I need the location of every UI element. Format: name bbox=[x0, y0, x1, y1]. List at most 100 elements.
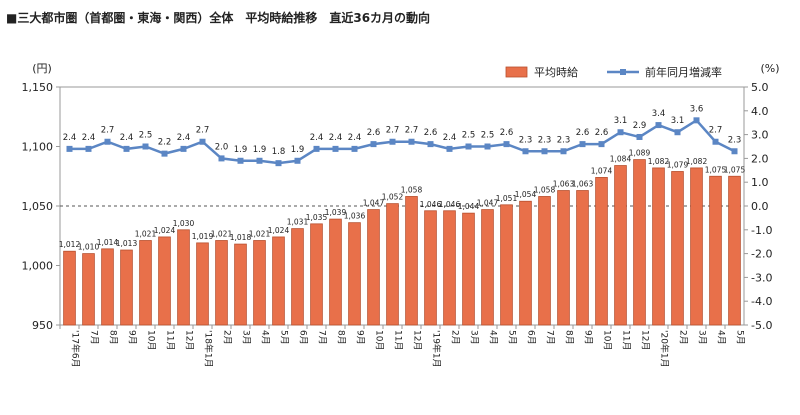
bar-value-label: 1,079 bbox=[667, 160, 689, 169]
bar-value-label: 1,051 bbox=[496, 194, 518, 203]
x-tick-label: 9月 bbox=[583, 330, 594, 345]
rate-point bbox=[408, 138, 415, 145]
x-tick-label: 5月 bbox=[279, 330, 290, 345]
bar-value-label: 1,075 bbox=[705, 165, 727, 174]
bar-value-label: 1,035 bbox=[306, 213, 328, 222]
y-left-tick-label: 1,000 bbox=[22, 260, 54, 273]
legend-bar-swatch bbox=[505, 66, 528, 78]
rate-value-label: 2.4 bbox=[310, 133, 324, 143]
x-tick-label: 3月 bbox=[469, 330, 480, 345]
rate-point bbox=[617, 129, 624, 136]
rate-point bbox=[674, 129, 681, 136]
y-right-tick-label: 5.0 bbox=[751, 81, 769, 94]
rate-point bbox=[104, 138, 111, 145]
rate-point bbox=[180, 145, 187, 152]
bar bbox=[728, 175, 741, 326]
bar-value-label: 1,047 bbox=[363, 199, 385, 208]
rate-value-label: 2.3 bbox=[728, 135, 742, 145]
rate-point bbox=[560, 148, 567, 155]
bar bbox=[386, 203, 399, 326]
bar-value-label: 1,047 bbox=[477, 199, 499, 208]
rate-point bbox=[142, 143, 149, 150]
bar bbox=[595, 177, 608, 326]
bar bbox=[576, 190, 589, 326]
rate-point bbox=[522, 148, 529, 155]
bar-value-label: 1,039 bbox=[325, 208, 347, 217]
x-tick-label: 10月 bbox=[602, 330, 613, 350]
y-left-tick-label: 1,100 bbox=[22, 141, 54, 154]
bar-series bbox=[63, 159, 741, 326]
bar-value-label: 1,084 bbox=[610, 155, 632, 164]
rate-point bbox=[579, 141, 586, 148]
bar bbox=[443, 210, 456, 326]
x-tick-label: 3月 bbox=[697, 330, 708, 345]
rate-point bbox=[712, 138, 719, 145]
bar-value-label: 1,052 bbox=[382, 193, 404, 202]
rate-point bbox=[351, 145, 358, 152]
y-left-tick-label: 950 bbox=[32, 319, 53, 332]
bar-value-label: 1,021 bbox=[211, 230, 233, 239]
bar bbox=[652, 167, 665, 326]
rate-value-label: 1.8 bbox=[272, 147, 286, 157]
bar bbox=[348, 222, 361, 326]
x-tick-label: '18年1月 bbox=[203, 330, 215, 368]
bar bbox=[63, 250, 76, 326]
x-tick-label: 4月 bbox=[488, 330, 499, 345]
x-tick-label: 6月 bbox=[298, 330, 309, 345]
x-tick-label: 12月 bbox=[412, 330, 423, 350]
bar bbox=[690, 167, 703, 326]
rate-value-label: 2.9 bbox=[633, 121, 647, 131]
bar-value-label: 1,013 bbox=[116, 239, 138, 248]
y-right-tick-label: -5.0 bbox=[751, 319, 772, 332]
rate-value-label: 2.6 bbox=[424, 128, 438, 138]
rate-value-label: 2.5 bbox=[139, 131, 153, 141]
rate-point bbox=[503, 141, 510, 148]
x-tick-label: 7月 bbox=[545, 330, 556, 345]
bar bbox=[500, 204, 513, 326]
rate-point bbox=[446, 145, 453, 152]
x-tick-label: 5月 bbox=[507, 330, 518, 345]
bar bbox=[633, 159, 646, 326]
x-tick-label: '17年6月 bbox=[70, 330, 82, 368]
rate-value-label: 1.9 bbox=[291, 145, 305, 155]
rate-value-label: 2.4 bbox=[63, 133, 77, 143]
y-left-tick-label: 1,150 bbox=[22, 81, 54, 94]
rate-value-label: 2.3 bbox=[538, 135, 552, 145]
bar bbox=[272, 236, 285, 326]
y-right-tick-label: -2.0 bbox=[751, 248, 772, 261]
x-tick-label: 12月 bbox=[184, 330, 195, 350]
rate-point bbox=[85, 145, 92, 152]
bar bbox=[101, 248, 114, 326]
x-tick-label: '20年1月 bbox=[659, 330, 671, 368]
bar-value-label: 1,074 bbox=[591, 166, 613, 175]
rate-point bbox=[731, 148, 738, 155]
rate-value-label: 1.9 bbox=[253, 145, 267, 155]
bar bbox=[367, 209, 380, 326]
x-tick-label: 4月 bbox=[260, 330, 271, 345]
bar-value-label: 1,075 bbox=[724, 165, 746, 174]
bar-value-label: 1,036 bbox=[344, 212, 366, 221]
x-tick-label: 8月 bbox=[336, 330, 347, 345]
y-right-unit: (%) bbox=[760, 62, 779, 75]
x-tick-label: 11月 bbox=[165, 330, 176, 350]
rate-point bbox=[655, 122, 662, 129]
x-tick-label: 10月 bbox=[146, 330, 157, 350]
x-tick-label: 7月 bbox=[317, 330, 328, 345]
rate-value-label: 2.7 bbox=[386, 126, 400, 136]
y-right-tick-label: -3.0 bbox=[751, 271, 772, 284]
bar-value-label: 1,018 bbox=[230, 233, 252, 242]
rate-point bbox=[275, 160, 282, 167]
rate-value-label: 2.5 bbox=[481, 131, 495, 141]
bar-value-labels: 1,0121,0101,0141,0131,0211,0241,0301,019… bbox=[59, 149, 746, 252]
bar bbox=[82, 253, 95, 326]
rate-value-label: 2.7 bbox=[709, 126, 723, 136]
legend-line-label: 前年同月増減率 bbox=[645, 65, 722, 79]
bar bbox=[538, 196, 551, 326]
x-tick-label: 11月 bbox=[393, 330, 404, 350]
x-tick-label: 10月 bbox=[374, 330, 385, 350]
rate-point bbox=[161, 150, 168, 157]
rate-point bbox=[484, 143, 491, 150]
rate-point bbox=[199, 138, 206, 145]
bar bbox=[196, 242, 209, 326]
rate-value-label: 2.3 bbox=[519, 135, 533, 145]
